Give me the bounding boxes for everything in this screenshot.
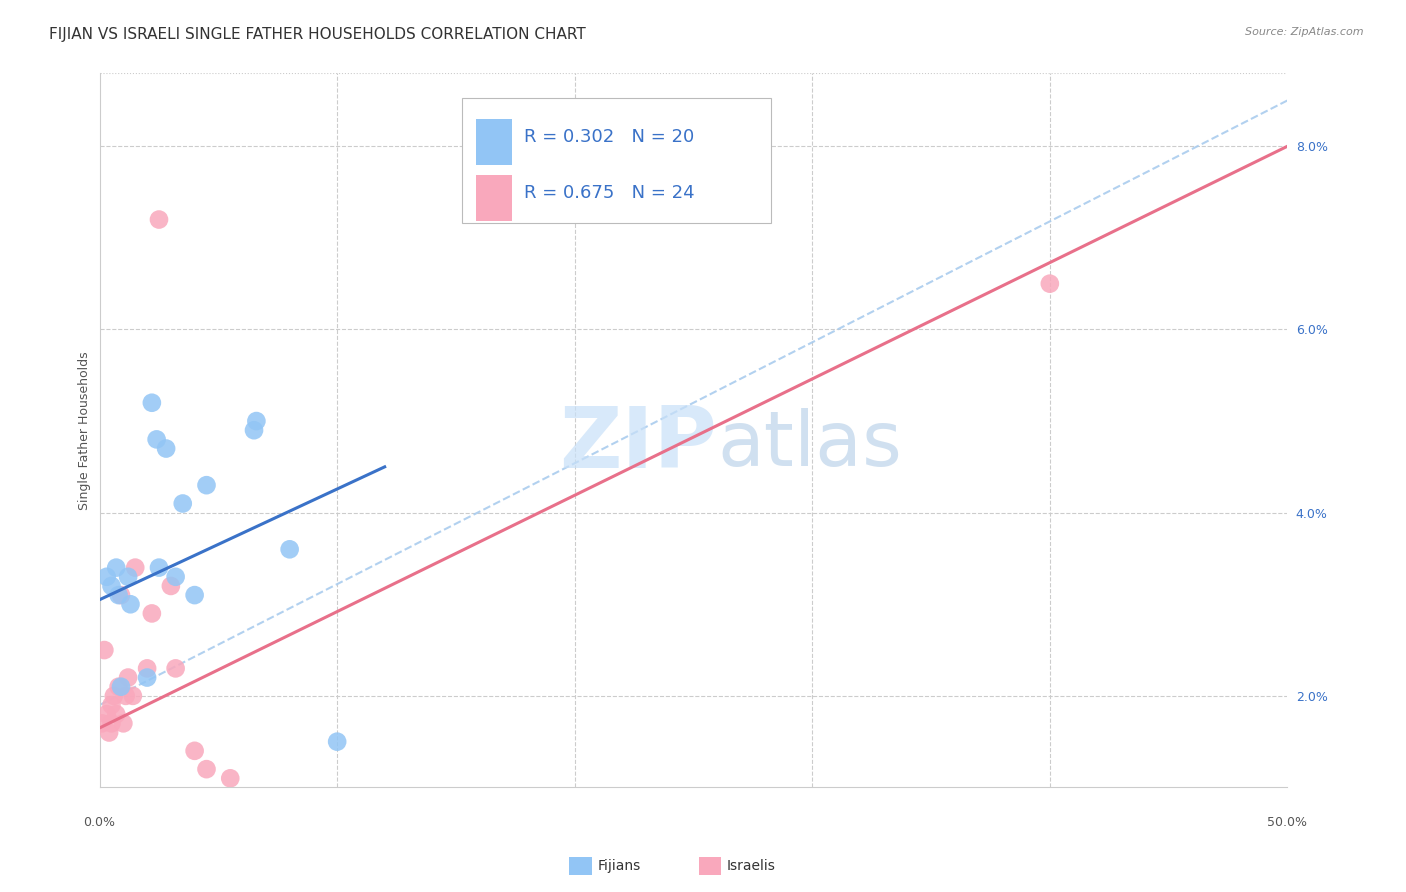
Point	[136, 671, 159, 685]
Point	[195, 478, 218, 492]
Point	[93, 643, 115, 657]
Bar	[463, 98, 770, 223]
Text: atlas: atlas	[717, 408, 903, 482]
Text: FIJIAN VS ISRAELI SINGLE FATHER HOUSEHOLDS CORRELATION CHART: FIJIAN VS ISRAELI SINGLE FATHER HOUSEHOL…	[49, 27, 586, 42]
Point	[103, 689, 125, 703]
Point	[107, 680, 129, 694]
Point	[91, 716, 114, 731]
Point	[160, 579, 183, 593]
Point	[148, 560, 170, 574]
Point	[121, 689, 143, 703]
Point	[183, 588, 205, 602]
Point	[96, 570, 118, 584]
Point	[326, 734, 349, 748]
Text: Source: ZipAtlas.com: Source: ZipAtlas.com	[1246, 27, 1364, 37]
Text: Israelis: Israelis	[727, 859, 776, 873]
Point	[195, 762, 218, 776]
Point	[145, 433, 167, 447]
Point	[117, 570, 139, 584]
Text: R = 0.302   N = 20: R = 0.302 N = 20	[523, 128, 695, 146]
Point	[100, 579, 122, 593]
Point	[278, 542, 301, 557]
Point	[245, 414, 267, 428]
Point	[1039, 277, 1062, 291]
Point	[148, 212, 170, 227]
Point	[183, 744, 205, 758]
Point	[120, 597, 142, 611]
Point	[100, 698, 122, 712]
Y-axis label: Single Father Households: Single Father Households	[79, 351, 91, 509]
Text: 0.0%: 0.0%	[83, 816, 115, 829]
Point	[114, 689, 136, 703]
Point	[136, 661, 159, 675]
Point	[141, 607, 163, 621]
Point	[110, 588, 132, 602]
Point	[110, 680, 132, 694]
Text: ZIP: ZIP	[560, 403, 717, 486]
Point	[124, 560, 146, 574]
Point	[141, 396, 163, 410]
Point	[105, 707, 128, 722]
Point	[155, 442, 177, 456]
Point	[165, 661, 187, 675]
Text: Fijians: Fijians	[598, 859, 641, 873]
Point	[100, 716, 122, 731]
Point	[165, 570, 187, 584]
Point	[219, 772, 242, 786]
Point	[117, 671, 139, 685]
Point	[105, 560, 128, 574]
Point	[243, 423, 266, 437]
Text: R = 0.675   N = 24: R = 0.675 N = 24	[523, 184, 695, 202]
Point	[172, 496, 194, 510]
Bar	[477, 119, 512, 165]
Point	[98, 725, 121, 739]
Point	[107, 588, 129, 602]
Text: 50.0%: 50.0%	[1267, 816, 1308, 829]
Point	[96, 707, 118, 722]
Point	[112, 716, 135, 731]
Bar	[477, 175, 512, 221]
